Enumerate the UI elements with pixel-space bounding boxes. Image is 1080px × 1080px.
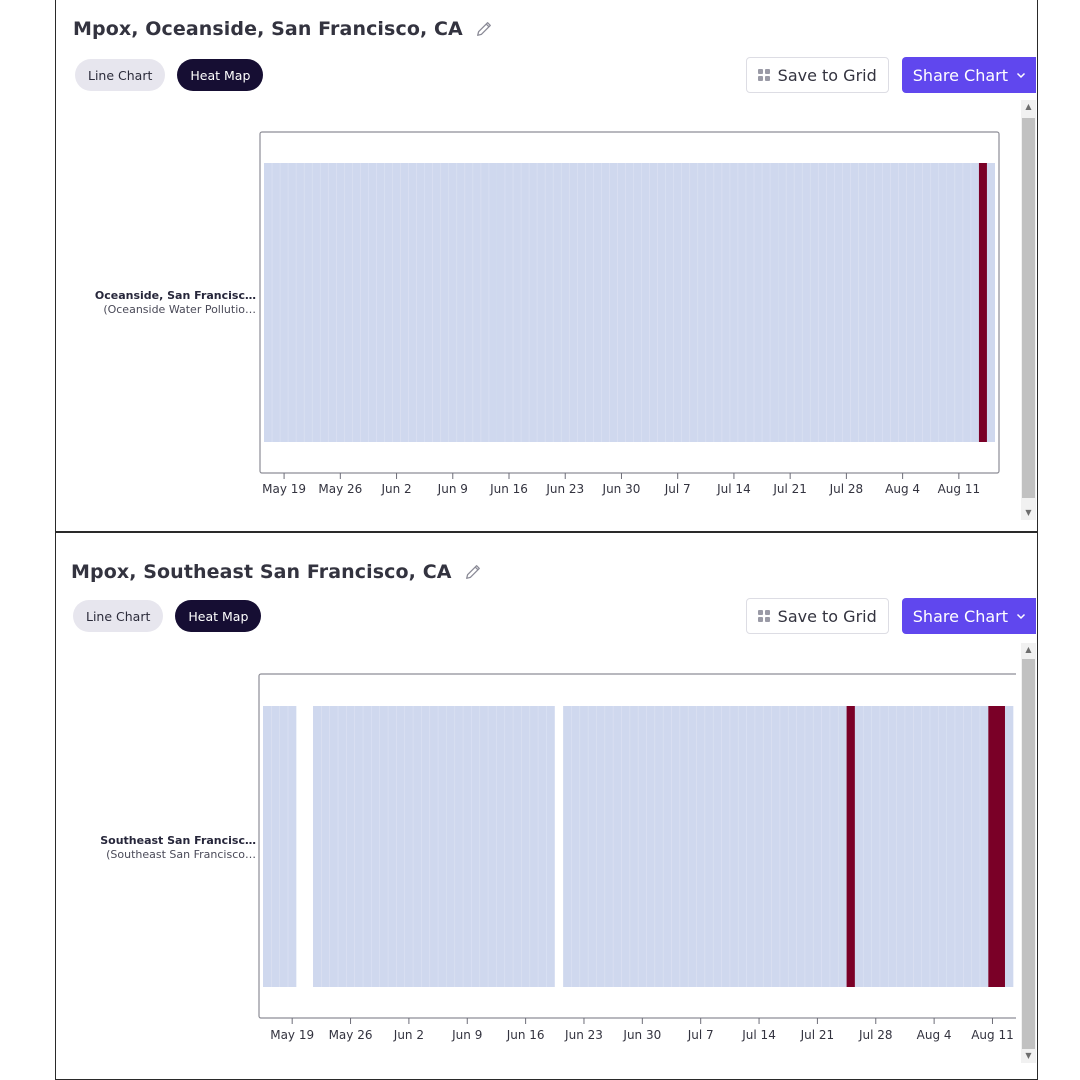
scroll-up-arrow[interactable]: ▲ [1025,645,1032,654]
line-chart-toggle[interactable]: Line Chart [75,59,166,91]
title-row: Mpox, Southeast San Francisco, CA [71,561,482,583]
edit-pencil-icon[interactable] [464,563,482,581]
scroll-down-arrow[interactable]: ▼ [1025,508,1032,517]
row-label-source: (Southeast San Francisco… [106,848,256,861]
heatmap-cell [313,706,555,987]
chart-title: Mpox, Oceanside, San Francisco, CA [73,18,463,40]
x-tick-label: Jul 14 [716,482,751,496]
x-tick-label: May 19 [262,482,306,496]
x-tick-label: May 19 [270,1028,314,1042]
x-tick-label: Jul 21 [772,482,807,496]
title-row: Mpox, Oceanside, San Francisco, CA [73,18,493,40]
row-label: Oceanside, San Francisc… (Oceanside Wate… [56,289,256,317]
heatmap-chart: May 19 May 26 Jun 2 Jun 9 Jun 16 Jun 23 Jun 30… [259,131,1000,496]
heatmap-cell [988,706,1005,987]
heatmap-cell [978,163,987,442]
edit-pencil-icon[interactable] [475,20,493,38]
row-label: Southeast San Francisc… (Southeast San F… [56,834,256,862]
scrollbar-thumb[interactable] [1022,659,1035,1049]
x-tick-label: Jun 9 [451,1028,482,1042]
scrollbar-thumb[interactable] [1022,118,1035,498]
heat-map-toggle[interactable]: Heat Map [175,600,262,632]
chart-type-toggle: Line Chart Heat Map [73,600,262,632]
save-to-grid-label: Save to Grid [777,606,877,626]
share-chart-button[interactable]: Share Chart [901,598,1036,634]
vertical-scrollbar[interactable]: ▲ ▼ [1021,643,1036,1063]
x-tick-label: Aug 11 [971,1028,1014,1042]
chart-actions: Save to Grid Share Chart [745,598,1036,634]
heatmap-cell [496,163,779,442]
x-tick-label: Jul 14 [741,1028,776,1042]
heatmap-cell [846,706,855,987]
save-to-grid-label: Save to Grid [777,65,877,85]
x-tick-label: May 26 [318,482,362,496]
x-tick-label: Jun 30 [622,1028,661,1042]
row-label-source: (Oceanside Water Pollutio… [103,303,256,316]
chart-title: Mpox, Southeast San Francisco, CA [71,561,452,583]
vertical-scrollbar[interactable]: ▲ ▼ [1021,100,1036,520]
scroll-up-arrow[interactable]: ▲ [1025,102,1032,111]
x-tick-label: Jun 9 [437,482,468,496]
x-tick-label: Jun 30 [602,482,641,496]
x-tick-label: Aug 4 [917,1028,952,1042]
grid-icon [757,610,770,622]
chevron-down-icon [1016,613,1026,620]
chart-type-toggle: Line Chart Heat Map [75,59,264,91]
chart-card-southeast: Mpox, Southeast San Francisco, CA Line C… [55,532,1038,1080]
heatmap-cell [1004,706,1014,987]
scroll-down-arrow[interactable]: ▼ [1025,1051,1032,1060]
x-tick-label: Jun 23 [545,482,584,496]
heatmap-cell [986,163,995,442]
x-tick-label: May 26 [329,1028,373,1042]
x-tick-label: Jun 16 [506,1028,545,1042]
share-chart-label: Share Chart [912,65,1008,85]
share-chart-button[interactable]: Share Chart [901,57,1036,93]
x-tick-label: Jul 7 [664,482,691,496]
share-chart-label: Share Chart [912,606,1008,626]
chart-card-oceanside: Mpox, Oceanside, San Francisco, CA Line … [55,0,1038,532]
x-tick-label: Jul 7 [687,1028,714,1042]
grid-icon [757,69,770,81]
row-label-name: Oceanside, San Francisc… [94,289,256,302]
x-tick-label: Jul 21 [800,1028,835,1042]
x-tick-label: Jun 2 [380,482,411,496]
save-to-grid-button[interactable]: Save to Grid [745,57,889,93]
chevron-down-icon [1016,72,1026,79]
x-tick-label: Jun 2 [393,1028,424,1042]
x-tick-label: Jun 23 [564,1028,603,1042]
heat-map-toggle[interactable]: Heat Map [177,59,264,91]
line-chart-toggle[interactable]: Line Chart [73,600,164,632]
chart-actions: Save to Grid Share Chart [745,57,1036,93]
save-to-grid-button[interactable]: Save to Grid [745,598,889,634]
x-tick-label: Jul 28 [829,482,864,496]
heatmap-cell [778,163,947,442]
x-tick-label: Jun 16 [489,482,528,496]
heatmap-chart: May 19 May 26 Jun 2 Jun 9 Jun 16 Jun 23 Jun 30… [258,673,1016,1042]
x-tick-label: Jul 28 [858,1028,893,1042]
row-label-name: Southeast San Francisc… [100,834,256,847]
x-tick-label: Aug 11 [938,482,981,496]
heatmap-cell [264,163,497,442]
x-tick-label: Aug 4 [885,482,920,496]
